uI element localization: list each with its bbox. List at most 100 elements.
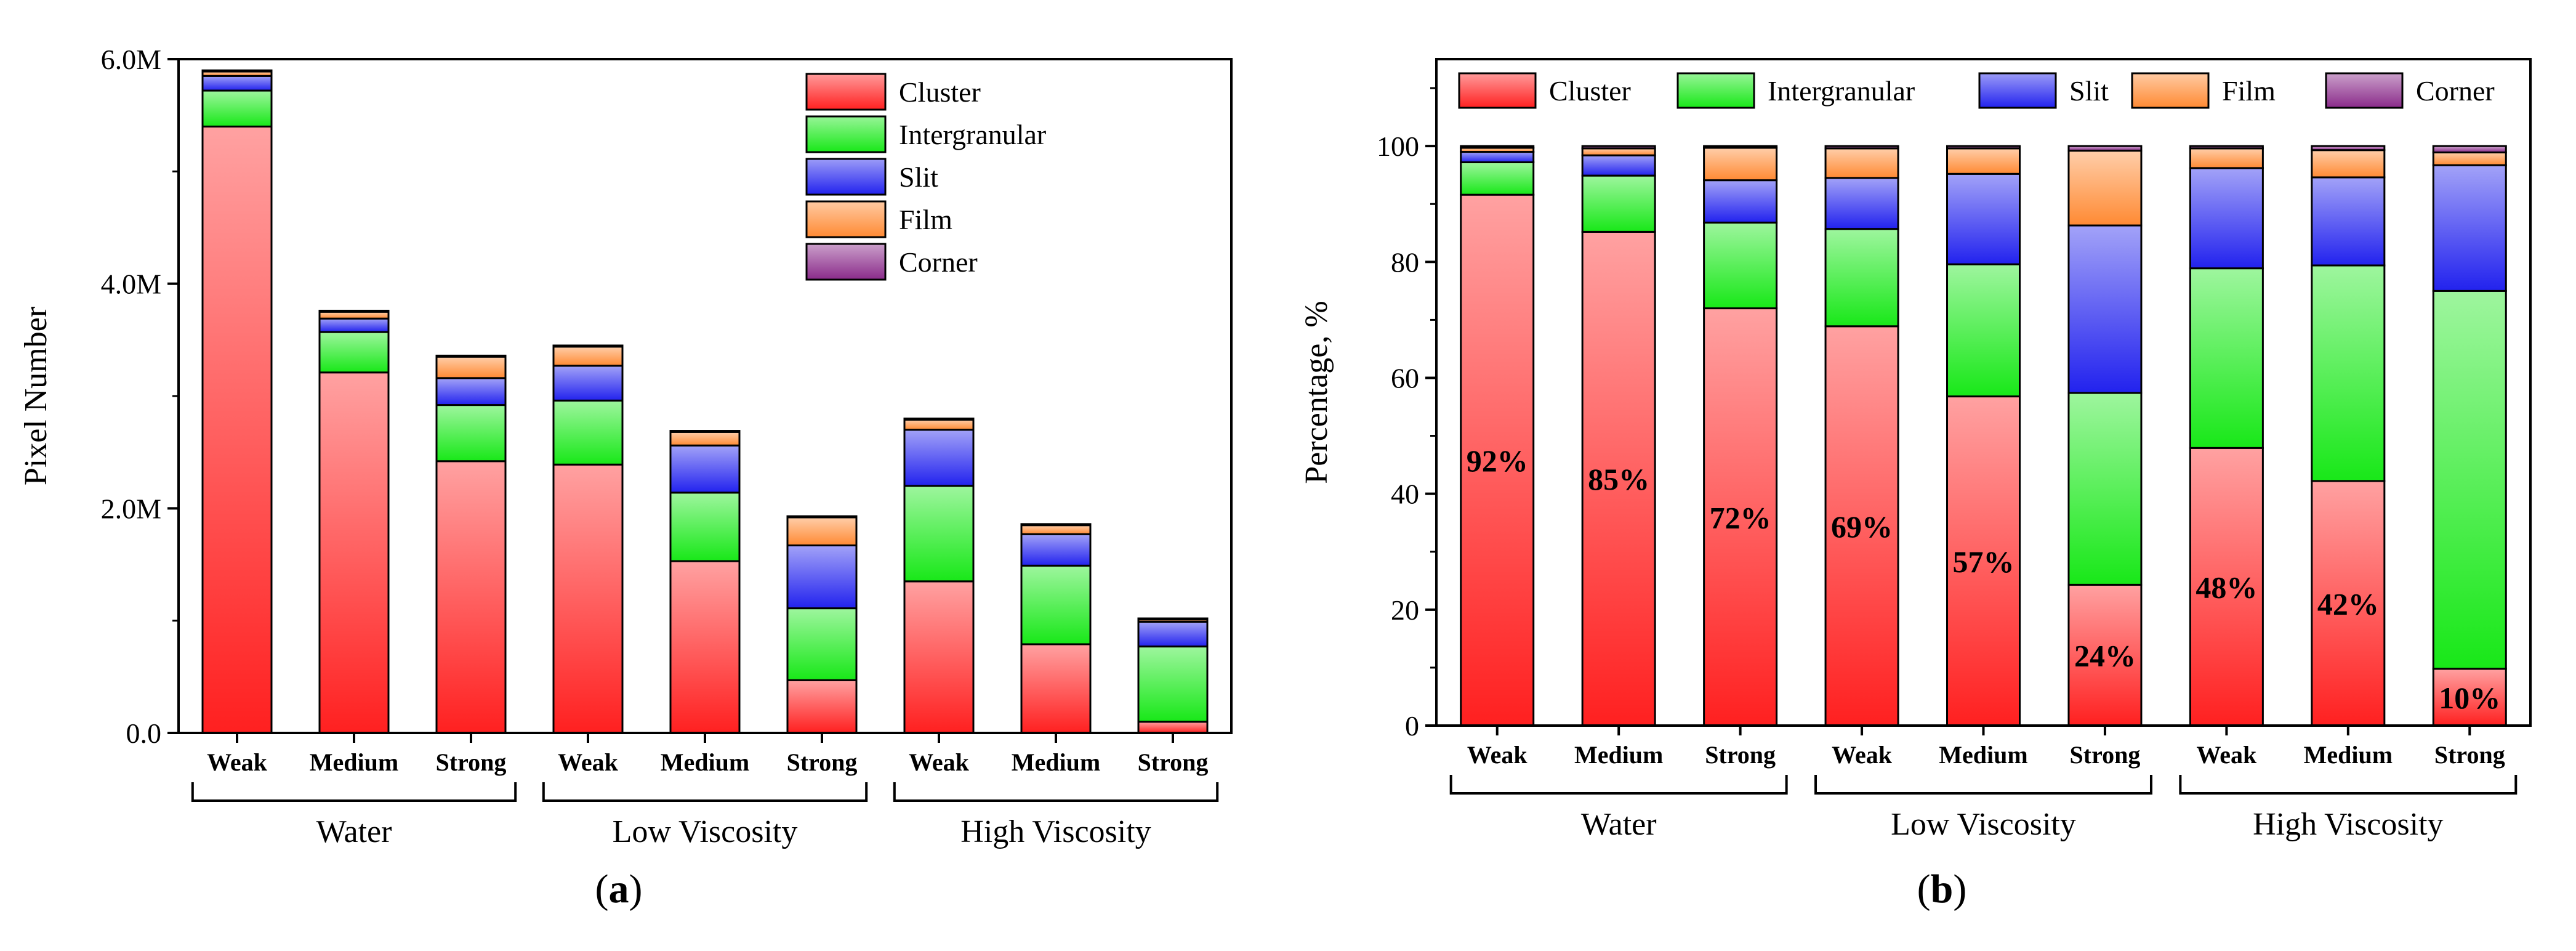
legend-label-intergranular: Intergranular [1768,75,1915,107]
bar-corner-4 [552,344,624,348]
bar-corner-7 [903,417,975,421]
bar-corner-5 [1946,145,2021,150]
bar-cluster-6 [2067,583,2143,727]
legend-label-cluster: Cluster [1549,75,1631,107]
bar-cluster-3 [435,460,507,734]
bar-cluster-9 [1137,721,1209,734]
legend-swatch-slit [805,158,887,196]
y-tick-label: 2.0M [101,493,161,524]
bar-slit-4 [552,365,624,402]
bar-intergranular-8 [1020,564,1092,645]
legend-label-cluster: Cluster [899,76,981,108]
bar-slit-3 [1703,179,1778,224]
bar-corner-1 [1460,145,1535,149]
bar-film-9 [2432,151,2507,166]
data-label-9: 10% [2439,681,2500,715]
bar-corner-5 [669,430,741,433]
legend-swatch-film [2131,72,2210,109]
bar-film-2 [1581,147,1656,156]
bar-slit-6 [2067,224,2143,394]
x-tick-label: Medium [2304,741,2393,769]
bar-slit-8 [2311,176,2386,267]
group-bracket [1814,775,2152,795]
bar-film-8 [2311,149,2386,179]
bar-cluster-4 [1824,325,1899,727]
x-tick-label: Weak [558,748,619,776]
group-label-water: Water [316,814,392,849]
bar-corner-2 [1581,145,1656,150]
bar-film-5 [1946,147,2021,175]
group-bracket [1449,775,1788,795]
bar-slit-9 [2432,164,2507,292]
group-label-water: Water [1581,807,1657,842]
x-tick-label: Weak [2196,741,2257,769]
panel-label: (b) [1917,867,1967,912]
bar-intergranular-1 [1460,161,1535,196]
bar-intergranular-2 [318,331,390,374]
x-tick-label: Medium [310,748,398,776]
bar-slit-6 [786,544,858,610]
bar-intergranular-9 [1137,645,1209,723]
legend-swatch-cluster [805,73,887,111]
bar-film-7 [903,418,975,431]
legend-label-slit: Slit [2069,75,2109,107]
bar-slit-1 [1460,151,1535,163]
bar-cluster-7 [903,580,975,734]
group-label-low-viscosity: Low Viscosity [613,814,798,849]
bars-panel-a [201,69,1209,734]
legend-label-intergranular: Intergranular [899,119,1046,150]
data-label-1: 92% [1467,443,1528,478]
legend: Cluster Intergranular Slit Film Corner [805,73,1046,281]
legend-swatch-intergranular [805,115,887,153]
bar-film-8 [1020,524,1092,535]
chart-panel-b: 92% 85% 72% 69% 57% 24% 48% 42% 10% 0 20 40 60 80 100 P… [1299,58,2532,912]
legend-swatch-corner [2325,72,2404,109]
group-label-high-viscosity: High Viscosity [960,814,1151,849]
x-tick-label: Weak [1832,741,1893,769]
bar-cluster-1 [201,125,273,734]
bar-cluster-3 [1703,307,1778,727]
group-label-low-viscosity: Low Viscosity [1891,807,2076,842]
bar-cluster-5 [1946,395,2021,727]
bar-cluster-6 [786,679,858,734]
bar-slit-5 [669,444,741,494]
bar-intergranular-7 [2189,267,2264,449]
y-tick-label: 40 [1391,479,1419,510]
legend-label-corner: Corner [899,246,978,278]
x-tick-label: Strong [2434,741,2505,769]
bar-intergranular-8 [2311,264,2386,482]
x-tick-label: Strong [2070,741,2141,769]
bar-film-5 [669,431,741,447]
bar-cluster-2 [318,371,390,734]
legend-swatch-cluster [1458,72,1537,109]
bar-corner-7 [2189,145,2264,150]
bar-intergranular-9 [2432,289,2507,670]
panel-label: (a) [595,867,643,912]
x-tick-label: Strong [436,748,507,776]
bar-cluster-8 [1020,643,1092,734]
bar-cluster-9 [2432,668,2507,727]
x-tick-label: Medium [1574,741,1663,769]
bar-corner-6 [2067,145,2143,152]
legend: Cluster Intergranular Slit Film Corner [1458,72,2495,109]
bar-intergranular-6 [2067,392,2143,586]
bar-film-6 [2067,150,2143,227]
legend-label-corner: Corner [2416,75,2495,107]
group-bracket [191,782,517,802]
bars-panel-b [1460,145,2507,727]
bar-corner-4 [1824,145,1899,150]
bar-film-3 [435,355,507,379]
legend-swatch-film [805,200,887,238]
bar-intergranular-3 [435,404,507,463]
group-bracket [2179,775,2518,795]
bar-intergranular-4 [552,399,624,466]
y-tick-label: 60 [1391,362,1419,394]
bar-cluster-4 [552,463,624,734]
bar-slit-7 [903,429,975,487]
bar-cluster-8 [2311,480,2386,727]
group-label-high-viscosity: High Viscosity [2253,807,2443,842]
bar-corner-2 [318,309,390,313]
bar-slit-4 [1824,177,1899,230]
bar-film-4 [1824,147,1899,179]
